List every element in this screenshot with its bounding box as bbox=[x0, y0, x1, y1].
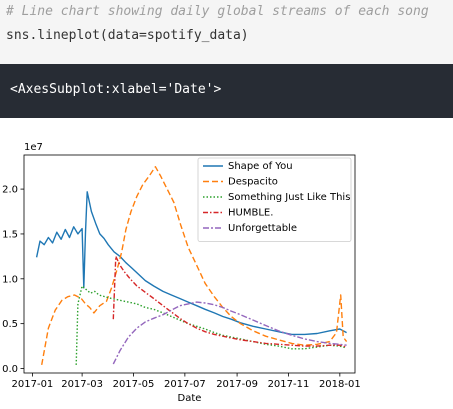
chart-series bbox=[35, 166, 348, 366]
legend-label-1: Despacito bbox=[228, 177, 278, 188]
code-comment: # Line chart showing daily global stream… bbox=[6, 4, 429, 19]
legend-label-0: Shape of You bbox=[228, 161, 293, 172]
y-tick-label-4: 2.0 bbox=[2, 185, 18, 196]
y-axis-offset-label: 1e7 bbox=[24, 142, 43, 153]
series-line-2 bbox=[75, 285, 347, 365]
axis-ticks: 2017-01 2017-03 2017-05 2017-07 2017-09 2017-… bbox=[2, 185, 361, 390]
legend-label-3: HUMBLE. bbox=[228, 208, 273, 219]
y-tick-label-2: 1.0 bbox=[2, 274, 18, 285]
x-tick-label-2: 2017-05 bbox=[113, 379, 155, 390]
series-line-0 bbox=[35, 191, 347, 336]
legend-label-4: Unforgettable bbox=[228, 223, 297, 234]
legend-label-2: Something Just Like This bbox=[228, 192, 350, 203]
chart-area: 1e7 2017-01 2017-03 2017-05 2017-07 2017-09 2… bbox=[0, 118, 453, 405]
legend-box bbox=[197, 157, 352, 242]
code-statement: sns.lineplot(data=spotify_data) bbox=[6, 28, 249, 43]
series-line-1 bbox=[41, 166, 348, 366]
x-tick-label-5: 2017-11 bbox=[268, 379, 310, 390]
axes-frame bbox=[23, 154, 356, 374]
output-cell: <AxesSubplot:xlabel='Date'> bbox=[0, 64, 453, 118]
x-tick-label-1: 2017-03 bbox=[61, 379, 103, 390]
x-tick-label-3: 2017-07 bbox=[164, 379, 206, 390]
x-axis-label: Date bbox=[178, 393, 202, 404]
x-tick-label-4: 2017-09 bbox=[216, 379, 258, 390]
chart-legend: Shape of You Despacito Something Just Like… bbox=[197, 157, 352, 242]
line-chart: 1e7 2017-01 2017-03 2017-05 2017-07 2017-09 2… bbox=[2, 142, 361, 404]
y-tick-label-0: 0.0 bbox=[2, 364, 18, 375]
x-tick-label-6: 2018-01 bbox=[319, 379, 361, 390]
code-cell[interactable]: # Line chart showing daily global stream… bbox=[0, 0, 453, 65]
output-text: <AxesSubplot:xlabel='Date'> bbox=[10, 82, 222, 97]
series-line-4 bbox=[112, 301, 347, 365]
y-tick-label-1: 0.5 bbox=[2, 319, 18, 330]
x-tick-label-0: 2017-01 bbox=[12, 379, 54, 390]
series-line-3 bbox=[112, 255, 347, 348]
y-tick-label-3: 1.5 bbox=[2, 229, 18, 240]
